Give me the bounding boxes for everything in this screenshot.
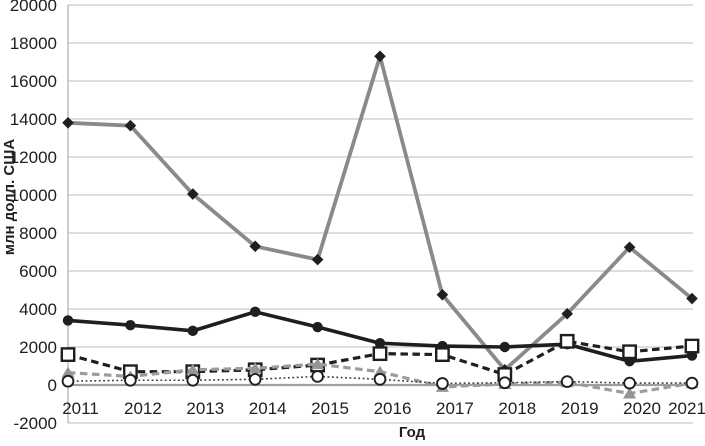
x-tick-label: 2021	[668, 399, 705, 418]
diamond-marker	[374, 50, 386, 63]
diamond-marker	[124, 119, 137, 132]
y-tick-label: 10000	[10, 186, 57, 205]
filled-circle-marker	[62, 315, 74, 326]
open-circle-marker	[373, 372, 387, 386]
triangle-marker	[248, 362, 262, 374]
series-line	[67, 375, 692, 385]
triangle-marker	[61, 366, 75, 378]
data-series	[60, 50, 700, 399]
x-tick-label: 2015	[311, 399, 349, 418]
x-tick-label: 2018	[498, 399, 536, 418]
x-axis-title: Год	[399, 424, 426, 441]
series-gray-solid-black-diamond	[62, 50, 698, 376]
open-circle-marker	[186, 373, 200, 387]
open-circle-marker	[685, 376, 699, 390]
y-tick-label: 4000	[19, 300, 57, 319]
filled-circle-marker	[250, 306, 261, 318]
diamond-marker	[561, 307, 573, 320]
triangle-marker	[186, 363, 200, 375]
diamond-marker	[62, 117, 74, 129]
x-tick-label: 2016	[374, 399, 412, 418]
y-tick-label: 18000	[10, 34, 57, 53]
y-axis-title: млн долл. США	[1, 139, 18, 255]
x-tick-label: 2020	[623, 399, 661, 418]
y-tick-label: 8000	[19, 224, 57, 243]
open-square-marker	[435, 347, 450, 362]
open-circle-marker	[498, 376, 512, 390]
x-tick-label: 2017	[436, 399, 474, 418]
open-circle-marker	[248, 372, 262, 386]
y-tick-label: 2000	[19, 338, 57, 357]
series-black-dotted-open-circle	[61, 370, 699, 390]
y-tick-label: 6000	[19, 262, 57, 281]
open-circle-marker	[124, 373, 137, 387]
series-line	[67, 54, 694, 372]
diamond-marker	[187, 188, 199, 200]
open-square-marker	[60, 347, 76, 362]
filled-circle-marker	[374, 338, 386, 349]
x-tick-label: 2019	[561, 399, 599, 418]
diamond-marker	[623, 241, 636, 254]
open-square-marker	[622, 344, 638, 360]
triangle-marker	[311, 358, 325, 370]
x-tick-label: 2014	[249, 399, 287, 418]
diamond-marker	[436, 288, 449, 301]
filled-circle-marker	[499, 341, 510, 353]
y-tick-label: -2000	[14, 414, 57, 433]
open-square-marker	[684, 338, 700, 354]
filled-circle-marker	[125, 319, 136, 331]
diamond-marker	[686, 292, 698, 305]
open-square-marker	[372, 346, 388, 362]
open-circle-marker	[311, 370, 324, 383]
open-circle-marker	[560, 375, 574, 388]
open-circle-marker	[436, 377, 449, 390]
y-tick-label: 14000	[10, 110, 57, 129]
x-tick-label: 2012	[124, 399, 162, 418]
y-tick-label: 20000	[10, 0, 57, 15]
y-tick-label: 12000	[10, 148, 57, 167]
filled-circle-marker	[187, 325, 198, 337]
open-circle-marker	[61, 374, 75, 388]
diamond-marker	[249, 240, 261, 253]
y-tick-label: 0	[48, 376, 57, 395]
x-tick-label: 2011	[62, 399, 99, 418]
y-tick-label: 16000	[10, 72, 57, 91]
open-square-marker	[559, 333, 575, 349]
diamond-marker	[311, 253, 324, 266]
y-axis-tick-labels: -2000 0 2000 4000 6000 8000 10000 12000 14000 160…	[10, 0, 57, 433]
filled-circle-marker	[312, 321, 323, 333]
x-tick-label: 2013	[186, 399, 224, 418]
open-circle-marker	[623, 376, 636, 390]
x-axis-tick-labels: 2011 2012 2013 2014 2015 2016 2017 2018 2019 2020…	[62, 399, 705, 418]
triangle-marker	[623, 387, 637, 399]
